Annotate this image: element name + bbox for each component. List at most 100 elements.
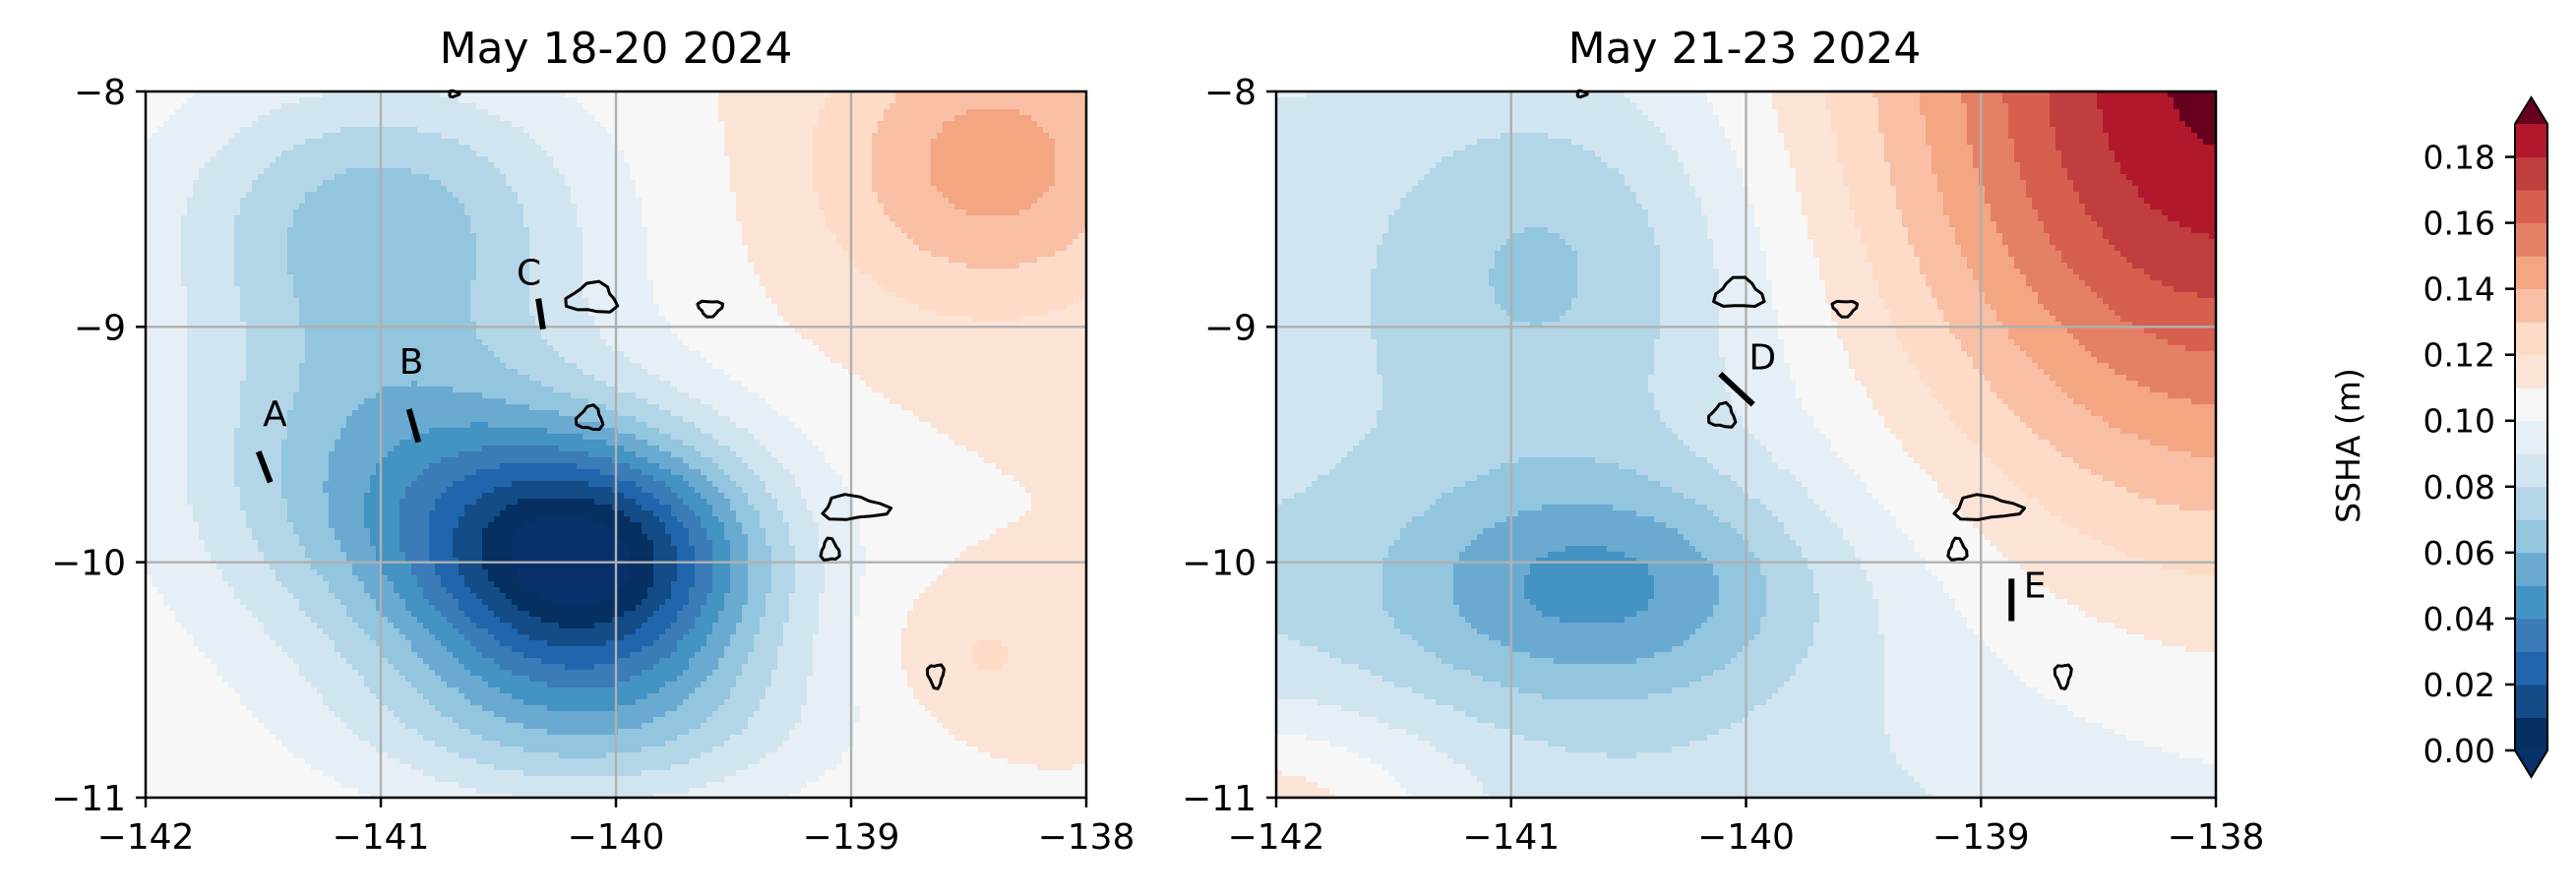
contour-cell (807, 174, 814, 181)
contour-cell (901, 221, 908, 228)
contour-cell (399, 127, 406, 134)
contour-cell (370, 198, 377, 205)
contour-cell (411, 257, 418, 264)
contour-cell (949, 139, 955, 146)
contour-cell (553, 180, 560, 187)
contour-cell (618, 221, 625, 228)
contour-cell (866, 192, 873, 199)
contour-cell (677, 215, 684, 222)
contour-cell (718, 209, 725, 216)
contour-cell (901, 156, 908, 163)
contour-cell (712, 121, 719, 128)
contour-cell (1037, 251, 1044, 258)
contour-cell (494, 162, 501, 169)
contour-cell (252, 227, 259, 234)
contour-cell (417, 133, 424, 140)
contour-cell (211, 233, 217, 240)
contour-cell (181, 156, 188, 163)
contour-cell (252, 139, 259, 146)
contour-cell (199, 115, 206, 122)
contour-cell (553, 192, 560, 199)
contour-cell (199, 251, 206, 258)
contour-cell (405, 204, 412, 210)
contour-cell (193, 239, 200, 246)
contour-cell (895, 227, 902, 234)
contour-cell (482, 186, 489, 193)
contour-cell (364, 268, 371, 275)
contour-cell (594, 215, 601, 222)
contour-cell (972, 91, 979, 98)
contour-cell (453, 263, 460, 269)
contour-cell (795, 150, 802, 157)
contour-cell (429, 180, 436, 187)
contour-cell (382, 121, 389, 128)
contour-cell (889, 257, 896, 264)
contour-cell (382, 145, 389, 151)
contour-cell (405, 150, 412, 157)
contour-cell (429, 109, 436, 116)
contour-cell (1049, 133, 1056, 140)
contour-cell (1002, 268, 1009, 275)
contour-cell (990, 162, 997, 169)
contour-cell (1067, 168, 1073, 175)
contour-cell (270, 115, 276, 122)
contour-cell (441, 204, 448, 210)
contour-cell (222, 209, 229, 216)
contour-cell (258, 174, 265, 181)
contour-cell (211, 145, 217, 151)
contour-cell (960, 103, 967, 110)
contour-cell (949, 233, 955, 240)
contour-cell (724, 227, 731, 234)
contour-cell (293, 251, 300, 258)
contour-cell (931, 263, 938, 269)
contour-cell (777, 221, 784, 228)
contour-cell (506, 145, 513, 151)
contour-cell (1043, 156, 1050, 163)
contour-cell (423, 233, 430, 240)
contour-cell (216, 180, 223, 187)
contour-cell (169, 268, 176, 275)
contour-cell (630, 268, 637, 275)
contour-cell (146, 263, 153, 269)
contour-cell (766, 204, 772, 210)
contour-cell (199, 192, 206, 199)
contour-cell (500, 156, 507, 163)
contour-cell (559, 174, 566, 181)
contour-cell (1037, 174, 1044, 181)
contour-cell (1031, 198, 1038, 205)
contour-cell (742, 233, 749, 240)
contour-cell (594, 257, 601, 264)
contour-cell (642, 239, 648, 246)
contour-cell (742, 174, 749, 181)
contour-cell (901, 233, 908, 240)
contour-cell (771, 257, 778, 264)
contour-cell (954, 245, 961, 252)
contour-cell (547, 251, 554, 258)
contour-cell (1073, 133, 1079, 140)
contour-cell (795, 97, 802, 104)
contour-cell (175, 168, 182, 175)
contour-cell (305, 227, 312, 234)
contour-cell (606, 268, 613, 275)
contour-cell (175, 221, 182, 228)
contour-cell (931, 239, 938, 246)
contour-cell (724, 233, 731, 240)
contour-cell (771, 204, 778, 210)
contour-cell (878, 103, 885, 110)
contour-cell (878, 109, 885, 116)
contour-cell (583, 233, 589, 240)
contour-cell (222, 263, 229, 269)
contour-cell (199, 121, 206, 128)
contour-cell (653, 168, 660, 175)
contour-cell (1008, 156, 1014, 163)
contour-cell (943, 215, 950, 222)
contour-cell (730, 239, 737, 246)
contour-cell (683, 162, 690, 169)
contour-cell (276, 233, 282, 240)
contour-cell (175, 127, 182, 134)
contour-cell (724, 162, 731, 169)
contour-cell (488, 263, 495, 269)
contour-cell (730, 109, 737, 116)
contour-cell (252, 263, 259, 269)
contour-cell (653, 221, 660, 228)
